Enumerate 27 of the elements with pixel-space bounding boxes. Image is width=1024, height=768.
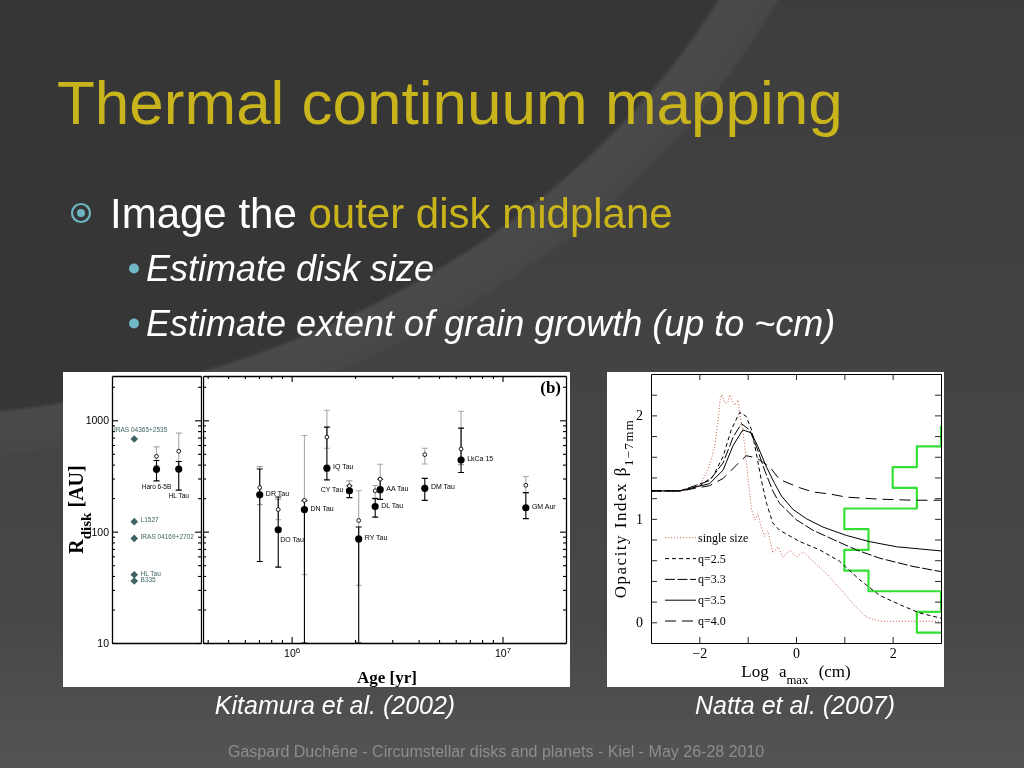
legend-label: q=4.0 <box>698 614 726 628</box>
y-tick-label: 100 <box>91 525 110 538</box>
text: Thermal continuum mapping <box>57 68 843 137</box>
x-axis-title: Age [yr] <box>357 668 417 687</box>
legend-label: q=2.5 <box>698 551 726 566</box>
y-tick-label: 2 <box>636 408 643 424</box>
text: Estimate disk size <box>146 248 435 289</box>
y-tick-label: 10 <box>97 636 110 649</box>
text: Natta et al. (2007) <box>694 691 896 719</box>
text: Estimate extent of grain growth (up to ~cm) <box>146 303 836 344</box>
x-tick-label: 2 <box>889 645 897 661</box>
text: Kitamura et al. (2002) <box>214 691 456 719</box>
legend-label: q=3.5 <box>698 593 726 608</box>
y-tick-label: 1000 <box>85 414 110 427</box>
legend-label: q=3.3 <box>698 572 726 587</box>
text: Image the <box>110 190 297 237</box>
y-tick-label: 1 <box>636 511 643 527</box>
text: Gaspard Duchêne - Circumstellar disks and planets - Kiel - May 26-28 2010 <box>228 743 765 760</box>
text: outer disk midplane <box>308 190 673 237</box>
x-tick-label: 10$^{7}$ <box>494 645 512 660</box>
x-axis-title: Log a$_{max}$ (cm) <box>741 662 851 687</box>
x-tick-label: 0 <box>793 645 800 661</box>
y-tick-label: 0 <box>636 615 643 631</box>
annotation: (b) <box>540 378 561 397</box>
x-tick-label: 10$^{6}$ <box>284 645 301 660</box>
legend-label: single size <box>698 530 749 545</box>
x-tick-label: −2 <box>692 645 708 661</box>
